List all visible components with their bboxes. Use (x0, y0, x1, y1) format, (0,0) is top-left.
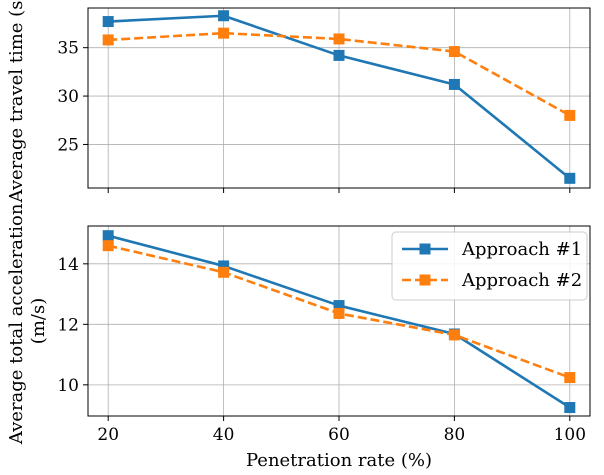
series-2-marker (448, 46, 460, 58)
travel-time-ylabel: Average travel time (s) (6, 0, 27, 203)
y-tick-label: 12 (57, 315, 79, 335)
x-tick-label: 60 (328, 425, 350, 445)
legend-marker-1 (419, 243, 431, 255)
series-1-marker (102, 16, 114, 28)
series-line-2 (108, 31, 571, 117)
series-1-marker (564, 172, 576, 184)
legend-marker-2 (419, 274, 431, 286)
series-1-marker (218, 260, 230, 272)
x-tick-label: 100 (554, 425, 586, 445)
y-tick-label: 25 (57, 135, 79, 155)
series-1-marker (333, 300, 345, 312)
legend-label-1: Approach #1 (461, 239, 582, 260)
acceleration-ylabel-line-1: Average total acceleration (6, 203, 27, 445)
legend-label-2: Approach #2 (461, 270, 582, 291)
x-tick-label: 20 (97, 425, 119, 445)
y-tick-label: 30 (57, 87, 79, 107)
y-tick-label: 10 (57, 376, 79, 396)
x-axis-label: Penetration rate (%) (246, 450, 432, 471)
acceleration-chart: 20 40 60 80 100 10 12 14 Average total accelera… (6, 198, 591, 471)
series-1-marker (102, 230, 114, 242)
x-tick-label: 80 (444, 425, 466, 445)
series-2-marker (448, 329, 460, 341)
series-2-marker (218, 27, 230, 39)
series-2-marker (333, 307, 345, 319)
acceleration-ylabel-line-2: (m/s) (28, 298, 49, 344)
series-2-marker (564, 372, 576, 384)
series-1-marker (448, 78, 460, 90)
series-2-marker (333, 33, 345, 45)
series-1-marker (564, 402, 576, 414)
series-2-marker (102, 34, 114, 46)
series-2-marker (564, 109, 576, 121)
series-2-marker (102, 240, 114, 252)
legend: Approach #1 Approach #2 (391, 231, 588, 301)
series-2-marker (218, 266, 230, 278)
travel-time-chart: 25 30 35 Average travel time (s) (6, 0, 591, 203)
y-tick-label: 14 (57, 255, 79, 275)
acceleration-ylabel: Average total acceleration (m/s) (6, 198, 49, 445)
y-tick-label: 35 (57, 39, 79, 59)
series-1-marker (333, 49, 345, 61)
series-1-marker (218, 10, 230, 22)
x-tick-label: 40 (213, 425, 235, 445)
